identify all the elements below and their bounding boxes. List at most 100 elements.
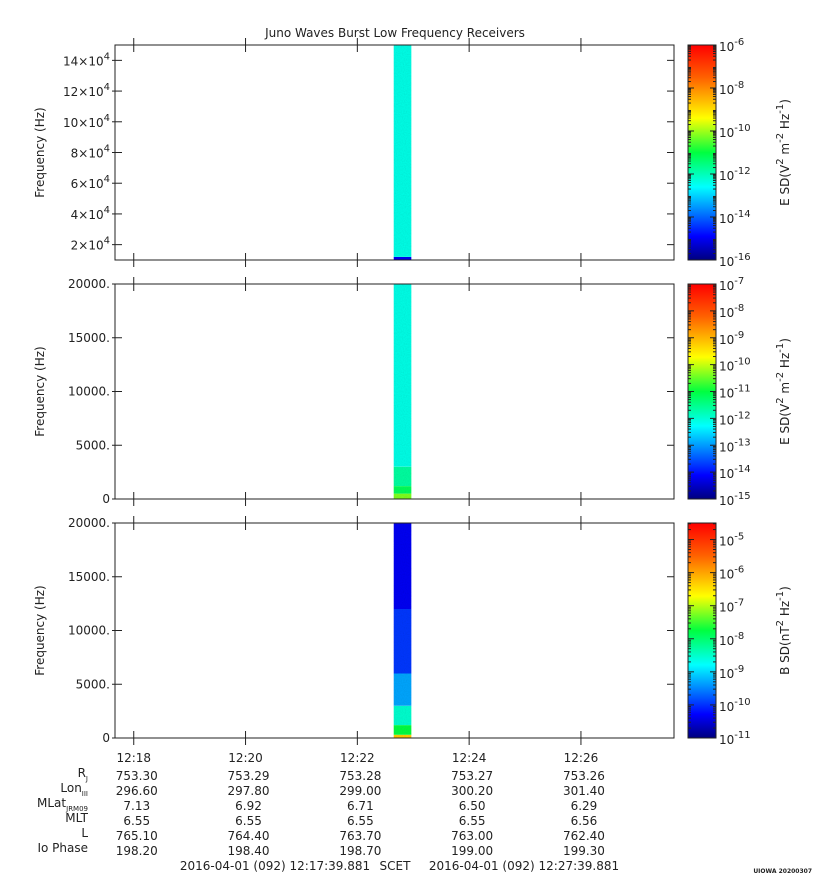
time-tick-label: 12:22 xyxy=(340,751,375,765)
y-tick-label: 6×104 xyxy=(71,174,110,191)
y-tick-label: 10000. xyxy=(68,385,110,399)
burst-segment xyxy=(393,609,412,674)
watermark-label: UIOWA 20200307 xyxy=(753,868,812,875)
y-tick-label: 10000. xyxy=(68,624,110,638)
burst-segment xyxy=(393,734,412,738)
spectrogram-panel-2: 0 5000. 10000. 15000. 20000. Frequency (Hz) 10… xyxy=(33,276,792,508)
y-tick-label: 20000. xyxy=(68,277,110,291)
colorbar-tick-label: 10-8 xyxy=(719,303,744,320)
burst-segment xyxy=(393,284,412,467)
colorbar-tick-label: 10-8 xyxy=(719,80,744,97)
ephemeris-value: 301.40 xyxy=(563,784,605,798)
time-tick-label: 12:26 xyxy=(564,751,599,765)
colorbar-label: B SD(nT2 Hz-1) xyxy=(775,586,792,675)
ephemeris-value: 764.40 xyxy=(228,829,270,843)
burst-segment xyxy=(393,466,412,487)
scet-label: SCET xyxy=(380,859,412,873)
chart-title: Juno Waves Burst Low Frequency Receivers xyxy=(264,26,525,40)
time-tick-label: 12:18 xyxy=(116,751,151,765)
time-start-label: 2016-04-01 (092) 12:17:39.881 xyxy=(180,859,370,873)
y-tick-label: 2×104 xyxy=(71,236,110,253)
ephemeris-value: 762.40 xyxy=(563,829,605,843)
colorbar-tick-label: 10-8 xyxy=(719,631,744,648)
y-tick-label: 5000. xyxy=(76,438,110,452)
ephemeris-value: 6.56 xyxy=(571,814,598,828)
ephemeris-value: 6.55 xyxy=(347,814,374,828)
y-axis-label: Frequency (Hz) xyxy=(33,346,47,437)
colorbar-label: E SD(V2 m-2 Hz-1) xyxy=(775,338,792,445)
ephemeris-value: 753.29 xyxy=(228,769,270,783)
ephemeris-value: 753.26 xyxy=(563,769,605,783)
colorbar-tick-label: 10-6 xyxy=(719,565,744,582)
ephemeris-value: 753.27 xyxy=(451,769,493,783)
ephemeris-value: 300.20 xyxy=(451,784,493,798)
ephemeris-value: 198.40 xyxy=(228,844,270,858)
colorbar xyxy=(687,522,717,739)
ephemeris-value: 6.92 xyxy=(235,799,262,813)
y-tick-label: 20000. xyxy=(68,516,110,530)
colorbar-tick-label: 10-12 xyxy=(719,166,751,183)
ephemeris-value: 199.00 xyxy=(451,844,493,858)
ephemeris-value: 763.00 xyxy=(451,829,493,843)
y-tick-label: 0 xyxy=(102,731,110,745)
ephemeris-value: 198.20 xyxy=(116,844,158,858)
ephemeris-row-label: RJ xyxy=(78,766,88,783)
ephemeris-value: 299.00 xyxy=(339,784,381,798)
ephemeris-value: 6.29 xyxy=(571,799,598,813)
ephemeris-value: 6.71 xyxy=(347,799,374,813)
burst-segment xyxy=(393,705,412,726)
colorbar xyxy=(687,44,717,261)
y-tick-label: 8×104 xyxy=(71,144,110,161)
burst-column xyxy=(393,45,412,260)
burst-segment xyxy=(393,486,412,494)
burst-segment xyxy=(393,493,412,499)
colorbar-tick-label: 10-7 xyxy=(719,276,744,293)
ephemeris-value: 6.55 xyxy=(235,814,262,828)
ephemeris-row-label: Io Phase xyxy=(37,841,88,855)
colorbar-tick-label: 10-11 xyxy=(719,384,751,401)
y-tick-label: 12×104 xyxy=(63,82,110,99)
y-tick-label: 0 xyxy=(102,492,110,506)
ephemeris-value: 753.28 xyxy=(339,769,381,783)
colorbar-tick-label: 10-12 xyxy=(719,410,751,427)
colorbar-tick-label: 10-16 xyxy=(719,252,751,269)
ephemeris-value: 763.70 xyxy=(339,829,381,843)
burst-segment xyxy=(393,256,412,260)
burst-column xyxy=(393,523,412,738)
colorbar-tick-label: 10-10 xyxy=(719,697,751,714)
ephemeris-value: 7.13 xyxy=(123,799,150,813)
colorbar-tick-label: 10-10 xyxy=(719,357,751,374)
ephemeris-table: RJ 753.30 753.29 753.28 753.27 753.26 LonIII 29… xyxy=(37,766,605,858)
y-tick-label: 4×104 xyxy=(71,205,110,222)
colorbar-label: E SD(V2 m-2 Hz-1) xyxy=(775,99,792,206)
colorbar-tick-label: 10-7 xyxy=(719,598,744,615)
ephemeris-value: 296.60 xyxy=(116,784,158,798)
y-tick-label: 15000. xyxy=(68,331,110,345)
colorbar-tick-label: 10-11 xyxy=(719,730,751,747)
burst-column xyxy=(393,284,412,499)
spectrogram-panel-1: 2×104 4×104 6×104 8×104 10×104 12×104 14×104 Fr… xyxy=(33,37,792,269)
colorbar-tick-label: 10-5 xyxy=(719,532,744,549)
time-tick-label: 12:20 xyxy=(228,751,263,765)
ephemeris-value: 199.30 xyxy=(563,844,605,858)
colorbar-tick-label: 10-6 xyxy=(719,37,744,54)
panels-group: 2×104 4×104 6×104 8×104 10×104 12×104 14×104 Fr… xyxy=(33,37,792,747)
y-tick-label: 14×104 xyxy=(63,51,110,68)
y-axis-label: Frequency (Hz) xyxy=(33,107,47,198)
colorbar-tick-label: 10-9 xyxy=(719,664,744,681)
ephemeris-value: 765.10 xyxy=(116,829,158,843)
colorbar-tick-label: 10-9 xyxy=(719,330,744,347)
ephemeris-value: 297.80 xyxy=(228,784,270,798)
ephemeris-value: 198.70 xyxy=(339,844,381,858)
burst-segment xyxy=(393,673,412,706)
time-tick-label: 12:24 xyxy=(452,751,487,765)
ephemeris-value: 753.30 xyxy=(116,769,158,783)
colorbar-tick-label: 10-10 xyxy=(719,123,751,140)
ephemeris-row-label: L xyxy=(81,826,88,840)
y-tick-label: 15000. xyxy=(68,570,110,584)
spectrogram-panel-3: 0 5000. 10000. 15000. 20000. Frequency (Hz) 10… xyxy=(33,516,792,747)
ephemeris-row-label: MLT xyxy=(65,811,88,825)
y-tick-label: 5000. xyxy=(76,677,110,691)
burst-segment xyxy=(393,45,412,257)
